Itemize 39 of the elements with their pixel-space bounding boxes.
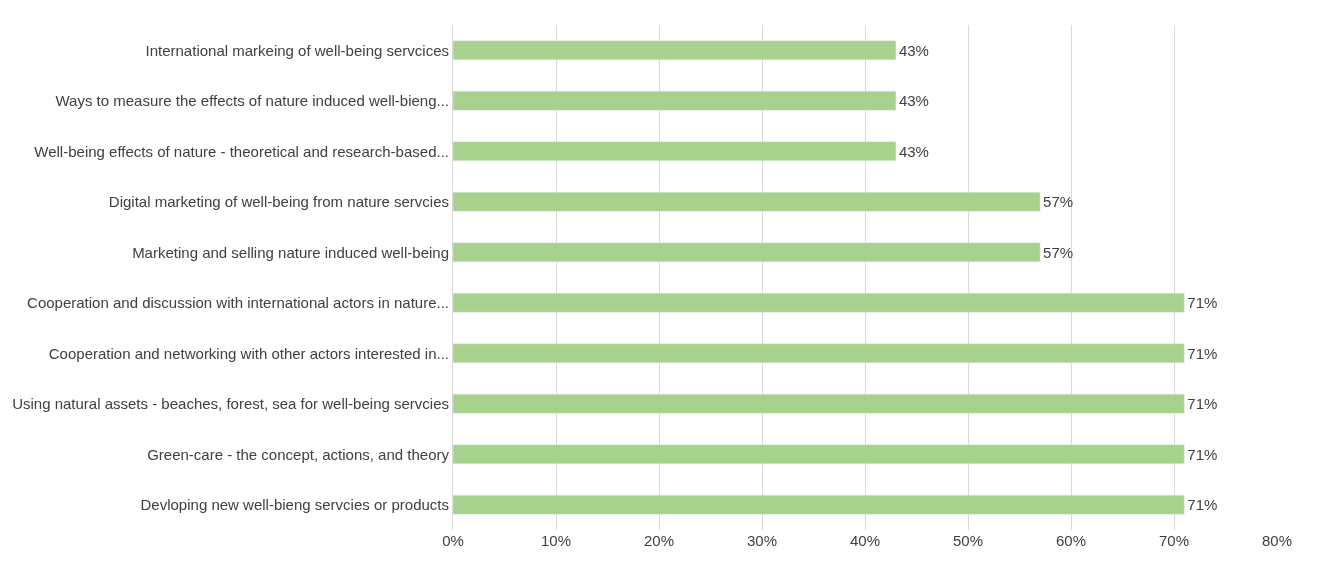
data-label: 43% — [898, 41, 929, 59]
y-tick-label: Marketing and selling nature induced well-being — [132, 243, 449, 261]
data-label: 71% — [1187, 344, 1218, 362]
bar — [453, 141, 897, 162]
y-tick-label: Devloping new well-bieng servcies or products — [140, 496, 449, 513]
y-tick-label: Cooperation and networking with other actors interested in... — [48, 344, 449, 362]
bar — [453, 40, 897, 61]
x-tick-label: 30% — [746, 532, 778, 549]
y-tick-label: Well-being effects of nature - theoretical and research-based... — [34, 142, 449, 160]
x-tick-label: 60% — [1055, 532, 1087, 549]
bar — [453, 444, 1185, 465]
x-tick-label: 10% — [540, 532, 572, 549]
data-label: 71% — [1187, 395, 1218, 413]
bar — [453, 90, 897, 111]
bar — [453, 242, 1041, 263]
bar — [453, 494, 1185, 515]
data-label: 43% — [898, 92, 929, 110]
x-tick-label: 70% — [1158, 532, 1190, 549]
y-tick-label: Green-care - the concept, actions, and theory — [147, 445, 450, 463]
y-tick-label: Cooperation and discussion with international actors in nature... — [27, 294, 449, 311]
data-label: 43% — [898, 142, 929, 160]
x-tick-label: 0% — [442, 532, 464, 549]
data-label: 57% — [1043, 243, 1074, 261]
x-tick-label: 50% — [952, 532, 984, 549]
x-tick-label: 80% — [1261, 532, 1293, 549]
x-tick-label: 40% — [849, 532, 881, 549]
data-label: 71% — [1187, 496, 1218, 514]
data-label: 57% — [1043, 193, 1074, 211]
bar — [453, 292, 1185, 313]
bar — [453, 393, 1185, 414]
x-tick-label: 20% — [643, 532, 675, 549]
y-tick-label: Ways to measure the effects of nature induced well-bieng... — [55, 92, 449, 109]
bar — [453, 343, 1185, 364]
data-label: 71% — [1187, 445, 1218, 463]
data-label: 71% — [1187, 294, 1218, 312]
y-tick-label: International markeing of well-being servcices — [145, 41, 449, 59]
y-tick-label: Digital marketing of well-being from nature servcies — [108, 193, 449, 210]
bar — [453, 191, 1041, 212]
y-tick-label: Using natural assets - beaches, forest, sea for well-being servcies — [12, 395, 449, 412]
